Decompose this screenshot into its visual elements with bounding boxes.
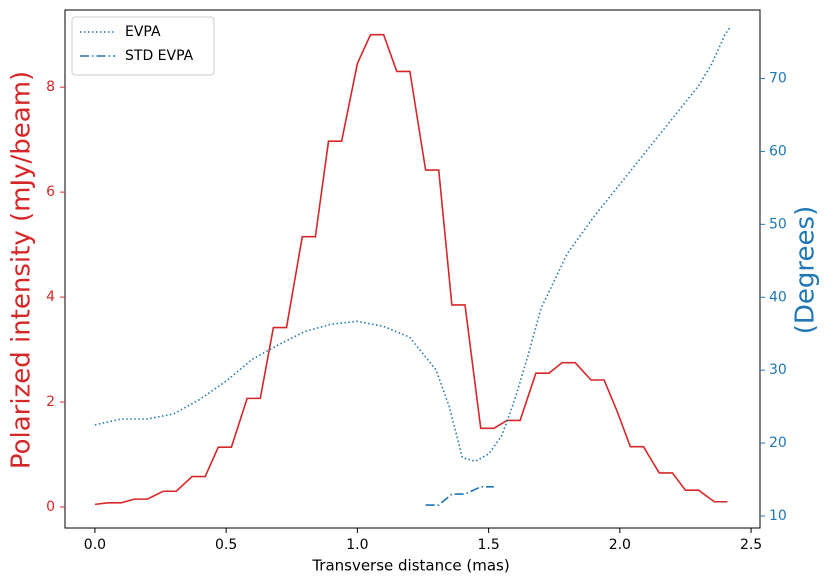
y-tick-label: 6 <box>46 184 55 200</box>
y2-tick-label: 70 <box>769 71 787 87</box>
x-tick-label: 2.0 <box>609 537 631 553</box>
y-tick-label: 8 <box>46 79 55 95</box>
legend-label: STD EVPA <box>125 48 194 64</box>
x-tick-label: 1.0 <box>346 537 368 553</box>
y2-tick-label: 20 <box>769 435 787 451</box>
x-axis-label: Transverse distance (mas) <box>311 557 509 575</box>
x-tick-label: 0.0 <box>84 537 106 553</box>
y2-tick-label: 30 <box>769 362 787 378</box>
x-tick-label: 0.5 <box>215 537 237 553</box>
y-tick-label: 4 <box>46 289 55 305</box>
y2-tick-label: 50 <box>769 216 787 232</box>
x-tick-label: 2.5 <box>740 537 762 553</box>
y-axis-label: Polarized intensity (mJy/beam) <box>7 71 37 469</box>
y2-tick-label: 40 <box>769 289 787 305</box>
legend-label: EVPA <box>125 24 161 40</box>
y2-tick-label: 60 <box>769 143 787 159</box>
series-line <box>425 486 494 506</box>
plot-frame <box>64 9 761 529</box>
x-tick-label: 1.5 <box>477 537 499 553</box>
y2-tick-label: 10 <box>769 508 787 524</box>
series-line <box>94 33 728 506</box>
y-tick-label: 2 <box>46 394 55 410</box>
legend-box <box>71 16 215 76</box>
y2-axis-label: (Degrees) <box>791 206 821 334</box>
y-tick-label: 0 <box>46 499 55 515</box>
